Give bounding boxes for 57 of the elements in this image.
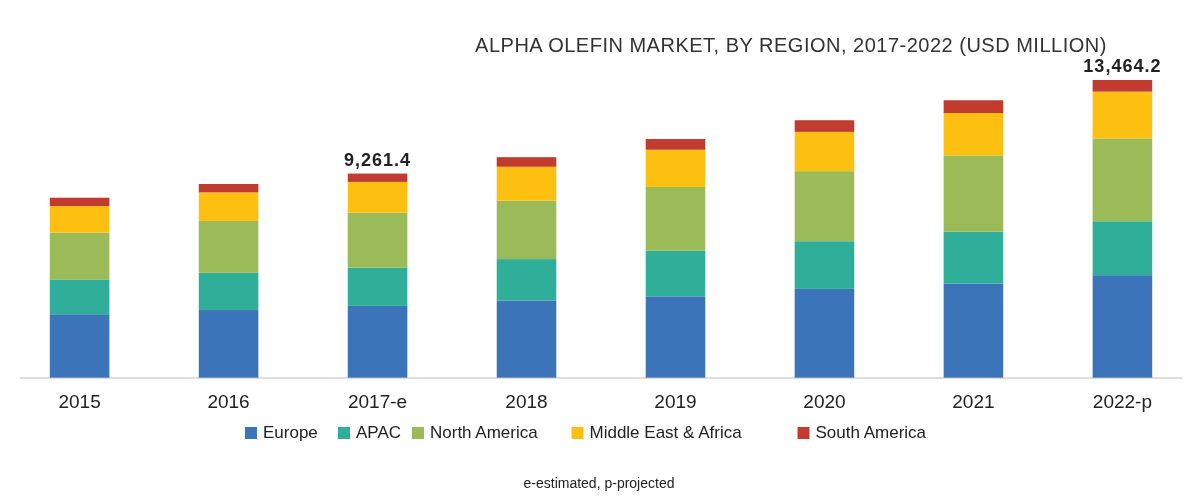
legend-label: North America — [430, 423, 539, 442]
bar — [1092, 80, 1153, 92]
x-tick-label: 2021 — [952, 391, 995, 412]
bar — [1092, 221, 1153, 276]
bar — [198, 192, 259, 221]
bar — [943, 231, 1004, 284]
bar — [794, 171, 855, 242]
bar — [49, 206, 110, 233]
bar — [645, 139, 706, 150]
x-tick-label: 2015 — [58, 391, 101, 412]
bar — [198, 272, 259, 311]
x-tick-label: 2018 — [505, 391, 548, 412]
bar — [49, 197, 110, 207]
bar — [1092, 91, 1153, 139]
bar — [496, 166, 557, 201]
x-tick-label: 2016 — [207, 391, 250, 412]
bar — [794, 241, 855, 289]
chart-title: ALPHA OLEFIN MARKET, BY REGION, 2017-2022 (USD MILLION) — [475, 34, 1107, 56]
bar — [943, 283, 1004, 378]
bar — [943, 155, 1004, 232]
bar — [49, 314, 110, 378]
bar — [347, 212, 408, 268]
bar — [347, 267, 408, 306]
bar — [943, 113, 1004, 156]
bar — [198, 310, 259, 378]
x-tick-label: 2019 — [654, 391, 697, 412]
bar — [347, 181, 408, 213]
bar — [645, 186, 706, 251]
bar — [645, 250, 706, 297]
annotation: 9,261.4 — [344, 149, 412, 170]
bar — [943, 100, 1004, 114]
bar — [645, 149, 706, 187]
bar — [496, 300, 557, 378]
x-tick-label: 2020 — [803, 391, 846, 412]
legend-label: Europe — [263, 423, 318, 442]
bar — [645, 296, 706, 378]
bar — [794, 120, 855, 132]
x-tick-label: 2017-e — [347, 391, 408, 412]
text: e-estimated, p-projected — [523, 475, 675, 491]
legend-label: South America — [815, 423, 927, 442]
legend-label: APAC — [356, 423, 402, 442]
x-tick-label: 2022-p — [1092, 391, 1152, 412]
bar — [1092, 138, 1153, 222]
bar — [198, 184, 259, 193]
bar — [1092, 275, 1153, 378]
annotation: 13,464.2 — [1083, 56, 1162, 76]
bar — [794, 288, 855, 378]
bar — [496, 200, 557, 260]
bar — [794, 131, 855, 172]
bar — [347, 305, 408, 378]
bar — [496, 157, 557, 167]
bar — [49, 232, 110, 280]
bar — [49, 279, 110, 315]
bar — [198, 220, 259, 273]
legend-label: Middle East & Africa — [589, 423, 743, 442]
bar — [496, 259, 557, 301]
bar — [347, 173, 408, 182]
